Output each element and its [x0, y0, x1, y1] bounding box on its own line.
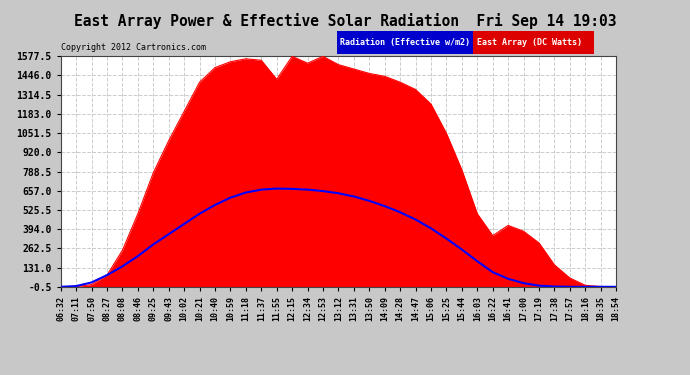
Text: Copyright 2012 Cartronics.com: Copyright 2012 Cartronics.com	[61, 44, 206, 52]
Text: East Array Power & Effective Solar Radiation  Fri Sep 14 19:03: East Array Power & Effective Solar Radia…	[74, 13, 616, 29]
Text: Radiation (Effective w/m2): Radiation (Effective w/m2)	[340, 38, 470, 47]
Text: East Array (DC Watts): East Array (DC Watts)	[477, 38, 582, 47]
